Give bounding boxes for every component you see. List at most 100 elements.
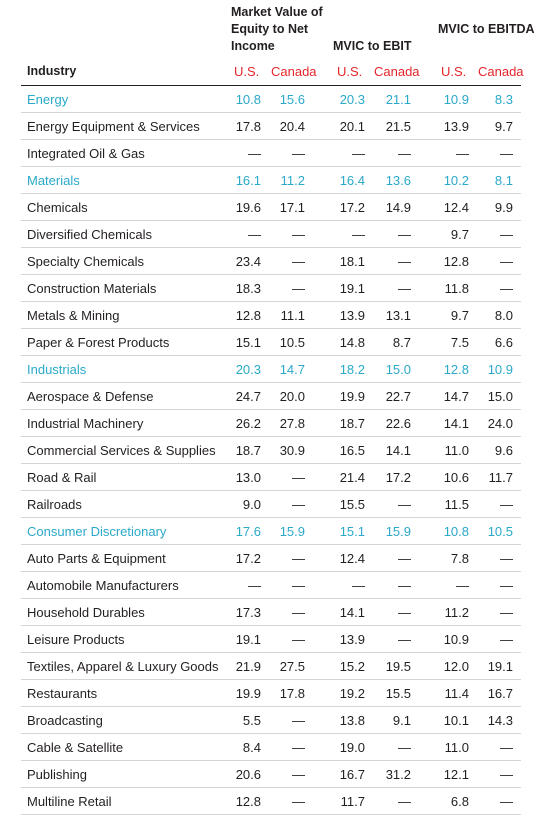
value-cell: 13.9	[339, 632, 365, 647]
industry-name: Leisure Products	[27, 632, 125, 647]
value-cell: 19.1	[235, 632, 261, 647]
value-cell: 10.6	[443, 470, 469, 485]
sector-row: Industrials 20.3 14.7 18.2 15.0 12.8 10.9	[21, 356, 521, 383]
sector-row: Energy 10.8 15.6 20.3 21.1 10.9 8.3	[21, 86, 521, 113]
value-cell: 7.8	[450, 551, 469, 566]
table-row: Integrated Oil & Gas — — — — — —	[21, 140, 521, 167]
value-cell: —	[398, 254, 411, 269]
value-cell: 17.2	[235, 551, 261, 566]
header-market-value: Market Value of Equity to Net Income	[231, 5, 323, 53]
value-cell: —	[398, 227, 411, 242]
industry-name: Construction Materials	[27, 281, 157, 296]
table-row: Paper & Forest Products 15.1 10.5 14.8 8.7 7.…	[21, 329, 521, 356]
value-cell: 7.5	[450, 335, 469, 350]
industry-name: Chemicals	[27, 200, 88, 215]
value-cell: 21.9	[235, 659, 261, 674]
value-cell: —	[398, 740, 411, 755]
value-cell: —	[500, 146, 513, 161]
value-cell: 30.9	[279, 443, 305, 458]
subheader-group-1: U.S. Canada	[234, 64, 317, 79]
value-cell: 19.2	[339, 686, 365, 701]
value-cell: 21.5	[385, 119, 411, 134]
value-cell: 19.5	[385, 659, 411, 674]
table-row: Textiles, Apparel & Luxury Goods 21.9 27.5…	[21, 653, 521, 680]
value-cell: —	[500, 767, 513, 782]
industry-name: Railroads	[27, 497, 82, 512]
value-cell: 8.0	[494, 308, 513, 323]
value-cell: —	[292, 794, 305, 809]
value-cell: 14.8	[339, 335, 365, 350]
table-row: Publishing 20.6 — 16.7 31.2 12.1 —	[21, 761, 521, 788]
value-cell: 23.4	[235, 254, 261, 269]
value-cell: 20.0	[279, 389, 305, 404]
value-cell: 13.9	[339, 308, 365, 323]
value-cell: —	[500, 740, 513, 755]
value-cell: —	[292, 281, 305, 296]
value-cell: 6.8	[450, 794, 469, 809]
value-cell: 13.6	[385, 173, 411, 188]
value-cell: —	[398, 605, 411, 620]
value-cell: 18.1	[339, 254, 365, 269]
value-cell: 15.6	[279, 92, 305, 107]
value-cell: 27.5	[279, 659, 305, 674]
value-cell: 14.9	[385, 200, 411, 215]
industry-name: Textiles, Apparel & Luxury Goods	[27, 659, 219, 674]
value-cell: 10.8	[235, 92, 261, 107]
value-cell: —	[292, 470, 305, 485]
value-cell: 14.7	[279, 362, 305, 377]
value-cell: 11.7	[340, 794, 365, 809]
value-cell: 19.1	[339, 281, 365, 296]
industry-name: Industrial Machinery	[27, 416, 144, 431]
industry-name: Commercial Services & Supplies	[27, 443, 216, 458]
header-divider	[21, 85, 521, 86]
header-industry: Industry	[27, 64, 77, 78]
value-cell: —	[292, 146, 305, 161]
value-cell: 19.9	[339, 389, 365, 404]
value-cell: 12.8	[235, 308, 261, 323]
subheader-canada: Canada	[478, 64, 524, 79]
value-cell: 16.4	[339, 173, 365, 188]
value-cell: 26.2	[235, 416, 261, 431]
value-cell: 13.9	[443, 119, 469, 134]
table-row: Chemicals 19.6 17.1 17.2 14.9 12.4 9.9	[21, 194, 521, 221]
subheader-canada: Canada	[271, 64, 317, 79]
industry-name: Energy Equipment & Services	[27, 119, 200, 134]
value-cell: 6.6	[494, 335, 513, 350]
table-row: Automobile Manufacturers — — — — — —	[21, 572, 521, 599]
table-row: Broadcasting 5.5 — 13.8 9.1 10.1 14.3	[21, 707, 521, 734]
value-cell: —	[398, 578, 411, 593]
value-cell: —	[500, 578, 513, 593]
value-cell: 10.2	[443, 173, 469, 188]
value-cell: 9.9	[494, 200, 513, 215]
value-cell: 11.0	[444, 443, 469, 458]
value-cell: —	[352, 227, 365, 242]
value-cell: 12.4	[443, 200, 469, 215]
value-cell: —	[352, 146, 365, 161]
value-cell: —	[292, 227, 305, 242]
value-cell: —	[248, 578, 261, 593]
subheader-us: U.S.	[337, 64, 363, 79]
industry-name: Cable & Satellite	[27, 740, 124, 755]
industry-name: Multiline Retail	[27, 794, 112, 809]
table-row: Road & Rail 13.0 — 21.4 17.2 10.6 11.7	[21, 464, 521, 491]
value-cell: —	[456, 578, 469, 593]
value-cell: 15.5	[385, 686, 411, 701]
value-cell: 15.9	[279, 524, 305, 539]
value-cell: 17.8	[279, 686, 305, 701]
industry-name: Diversified Chemicals	[27, 227, 152, 242]
value-cell: 9.7	[450, 308, 469, 323]
value-cell: 13.0	[235, 470, 261, 485]
value-cell: —	[292, 551, 305, 566]
industry-name: Integrated Oil & Gas	[27, 146, 145, 161]
industry-name: Industrials	[27, 362, 87, 377]
industry-name: Automobile Manufacturers	[27, 578, 179, 593]
subheader-group-2: U.S. Canada	[337, 64, 420, 79]
industry-name: Road & Rail	[27, 470, 97, 485]
value-cell: 18.3	[235, 281, 261, 296]
value-cell: 20.1	[339, 119, 365, 134]
value-cell: —	[398, 497, 411, 512]
value-cell: 22.7	[385, 389, 411, 404]
subheader-group-3: U.S. Canada	[441, 64, 524, 79]
value-cell: —	[398, 146, 411, 161]
value-cell: 19.1	[487, 659, 513, 674]
